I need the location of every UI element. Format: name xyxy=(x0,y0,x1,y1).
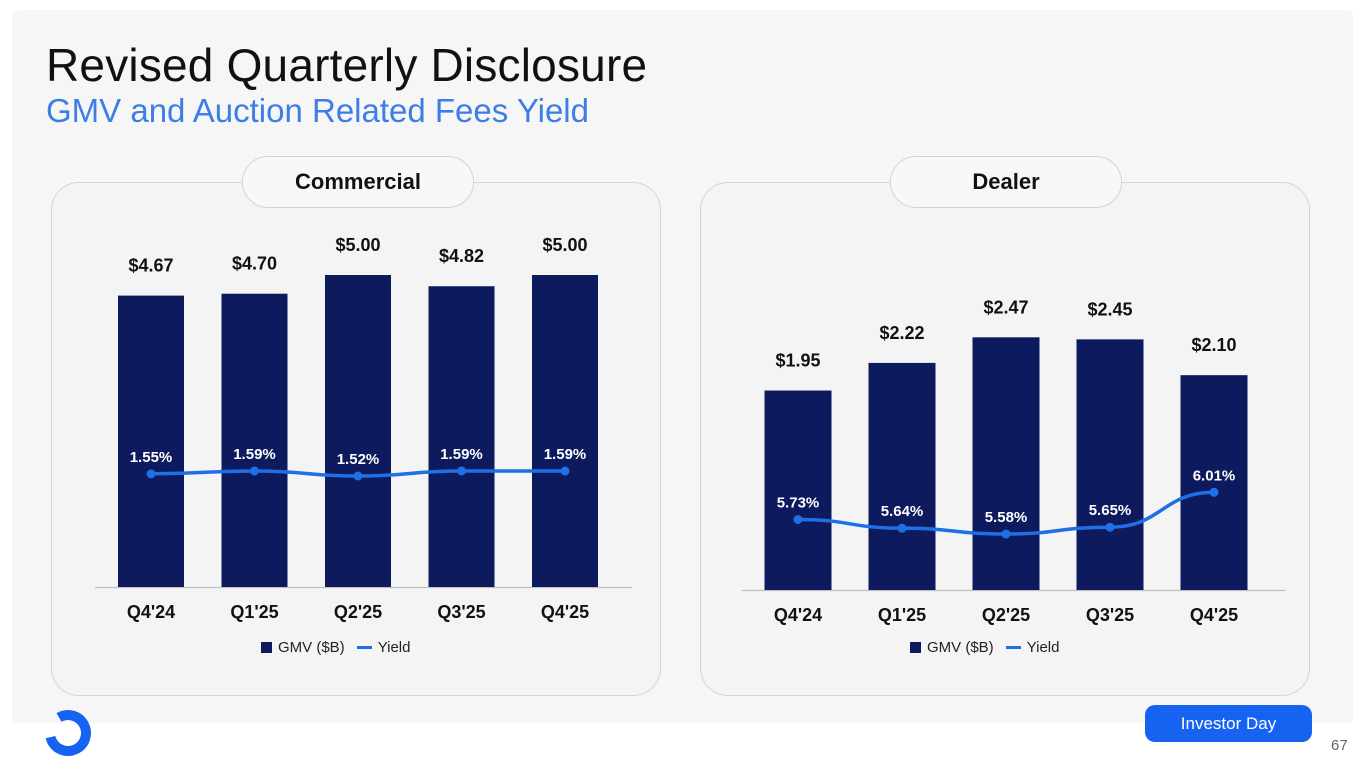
dealer-x-tick-label-0: Q4'24 xyxy=(774,605,822,625)
commercial-bar-4 xyxy=(532,275,598,587)
commercial-x-tick-label-3: Q3'25 xyxy=(437,602,485,622)
legend-bar-swatch xyxy=(261,642,272,653)
dealer-bar-value-label-4: $2.10 xyxy=(1191,335,1236,355)
legend-bar-label: GMV ($B) xyxy=(278,639,345,656)
commercial-yield-label-3: 1.59% xyxy=(440,446,483,463)
commercial-bar-value-label-4: $5.00 xyxy=(542,235,587,255)
legend-line-label: Yield xyxy=(377,639,411,656)
commercial-bar-value-label-3: $4.82 xyxy=(439,246,484,266)
commercial-yield-label-0: 1.55% xyxy=(130,449,173,466)
commercial-legend: GMV ($B) Yield xyxy=(261,639,411,656)
dealer-yield-label-2: 5.58% xyxy=(985,509,1028,526)
dealer-legend: GMV ($B) Yield xyxy=(910,639,1060,656)
legend-line-swatch xyxy=(1005,646,1021,649)
dealer-yield-label-0: 5.73% xyxy=(777,494,820,511)
dealer-bar-1 xyxy=(868,362,936,590)
commercial-bar-3 xyxy=(428,286,495,587)
dealer-yield-point-0 xyxy=(793,514,803,524)
commercial-bar-0 xyxy=(118,295,184,587)
commercial-yield-label-2: 1.52% xyxy=(337,451,380,468)
dealer-x-tick-label-3: Q3'25 xyxy=(1086,605,1134,625)
page-subtitle: GMV and Auction Related Fees Yield xyxy=(46,92,589,129)
commercial-bar-value-label-2: $5.00 xyxy=(335,235,380,255)
commercial-x-tick-label-4: Q4'25 xyxy=(541,602,589,622)
dealer-bar-4 xyxy=(1180,375,1248,590)
dealer-yield-point-4 xyxy=(1209,487,1219,497)
dealer-x-tick-label-1: Q1'25 xyxy=(878,605,926,625)
commercial-bar-2 xyxy=(325,275,391,587)
dealer-yield-point-1 xyxy=(897,523,907,533)
investor-day-badge: Investor Day xyxy=(1145,705,1312,742)
commercial-x-tick-label-1: Q1'25 xyxy=(230,602,278,622)
page-title: Revised Quarterly Disclosure xyxy=(46,39,648,91)
dealer-yield-point-2 xyxy=(1001,529,1011,539)
commercial-yield-point-3 xyxy=(457,466,466,476)
commercial-bar-1 xyxy=(221,293,288,587)
dealer-x-tick-label-2: Q2'25 xyxy=(982,605,1030,625)
dealer-bar-value-label-1: $2.22 xyxy=(879,323,924,343)
dealer-bar-value-label-0: $1.95 xyxy=(775,351,820,371)
commercial-bar-value-label-0: $4.67 xyxy=(128,256,173,276)
dealer-yield-label-3: 5.65% xyxy=(1089,502,1132,519)
legend-bar-swatch xyxy=(910,642,921,653)
ring-logo-icon xyxy=(45,710,91,756)
dealer-yield-label-4: 6.01% xyxy=(1193,467,1236,484)
dealer-x-tick-label-4: Q4'25 xyxy=(1190,605,1238,625)
dealer-bar-value-label-3: $2.45 xyxy=(1087,299,1132,319)
commercial-yield-point-1 xyxy=(250,466,259,476)
commercial-x-tick-label-0: Q4'24 xyxy=(127,602,175,622)
dealer-bar-value-label-2: $2.47 xyxy=(983,297,1028,317)
legend-line-swatch xyxy=(356,646,372,649)
commercial-yield-point-4 xyxy=(560,466,570,476)
dealer-bar-2 xyxy=(972,337,1040,590)
commercial-panel-title: Commercial xyxy=(242,156,474,208)
dealer-panel-title: Dealer xyxy=(890,156,1122,208)
legend-line-label: Yield xyxy=(1026,639,1060,656)
commercial-yield-point-0 xyxy=(146,469,156,479)
dealer-bar-3 xyxy=(1076,339,1144,590)
commercial-yield-label-1: 1.59% xyxy=(233,446,276,463)
legend-bar-label: GMV ($B) xyxy=(927,639,994,656)
page-number: 67 xyxy=(1331,737,1348,754)
commercial-yield-point-2 xyxy=(353,471,363,481)
dealer-yield-label-1: 5.64% xyxy=(881,503,924,520)
commercial-x-tick-label-2: Q2'25 xyxy=(334,602,382,622)
commercial-bar-value-label-1: $4.70 xyxy=(232,254,277,274)
dealer-bar-0 xyxy=(764,390,832,590)
commercial-yield-label-4: 1.59% xyxy=(544,446,587,463)
dealer-yield-point-3 xyxy=(1105,522,1115,532)
